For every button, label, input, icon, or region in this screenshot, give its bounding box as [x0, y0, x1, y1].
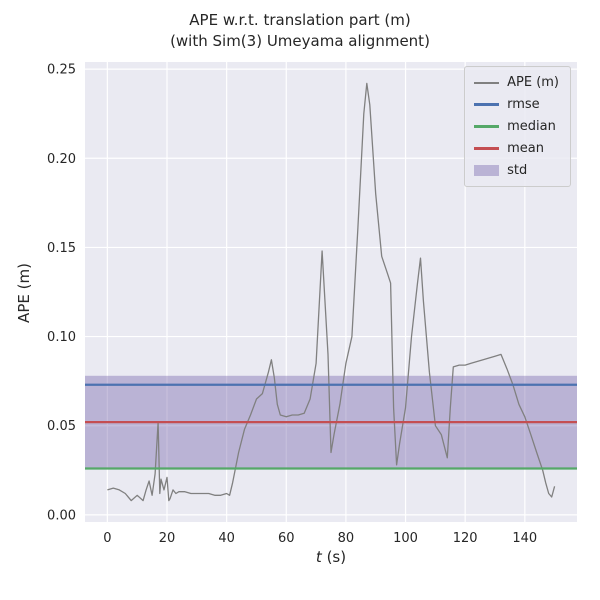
- x-tick-label: 20: [159, 531, 176, 546]
- legend-sample-line: [474, 103, 500, 106]
- legend-label: median: [507, 119, 556, 134]
- legend-item-median: median: [474, 118, 559, 135]
- y-tick-label: 0.25: [47, 63, 76, 78]
- x-tick-label: 40: [218, 531, 235, 546]
- x-tick-label: 100: [393, 531, 418, 546]
- legend-sample-patch: [474, 165, 500, 176]
- x-axis-label: t (s): [85, 548, 577, 566]
- x-tick-label: 120: [453, 531, 478, 546]
- legend-item-ape-m: APE (m): [474, 74, 559, 91]
- x-axis-label-unit: (s): [321, 548, 347, 566]
- legend-label: std: [507, 163, 528, 178]
- x-tick-label: 80: [338, 531, 355, 546]
- legend-label: APE (m): [507, 75, 559, 90]
- x-tick-label: 0: [103, 531, 111, 546]
- y-tick-label: 0.00: [47, 508, 76, 523]
- x-tick-label: 140: [512, 531, 537, 546]
- x-tick-label: 60: [278, 531, 295, 546]
- ape-line: [107, 82, 556, 502]
- chart-title-line1: APE w.r.t. translation part (m): [189, 11, 411, 29]
- legend-item-rmse: rmse: [474, 96, 559, 113]
- y-tick-label: 0.10: [47, 330, 76, 345]
- legend-item-mean: mean: [474, 140, 559, 157]
- legend-label: rmse: [507, 97, 540, 112]
- y-tick-label: 0.15: [47, 241, 76, 256]
- chart-title-line2: (with Sim(3) Umeyama alignment): [170, 32, 430, 50]
- legend-sample-line: [474, 147, 500, 150]
- x-axis-label-variable: t: [315, 548, 322, 566]
- y-tick-label: 0.05: [47, 419, 76, 434]
- legend: APE (m) rmse median mean std: [464, 66, 571, 187]
- chart-title: APE w.r.t. translation part (m) (with Si…: [0, 10, 600, 52]
- y-axis-label: APE (m): [15, 263, 33, 323]
- legend-item-std: std: [474, 162, 559, 179]
- legend-sample-line: [474, 81, 500, 84]
- y-tick-label: 0.20: [47, 152, 76, 167]
- legend-sample-line: [474, 125, 500, 128]
- legend-label: mean: [507, 141, 544, 156]
